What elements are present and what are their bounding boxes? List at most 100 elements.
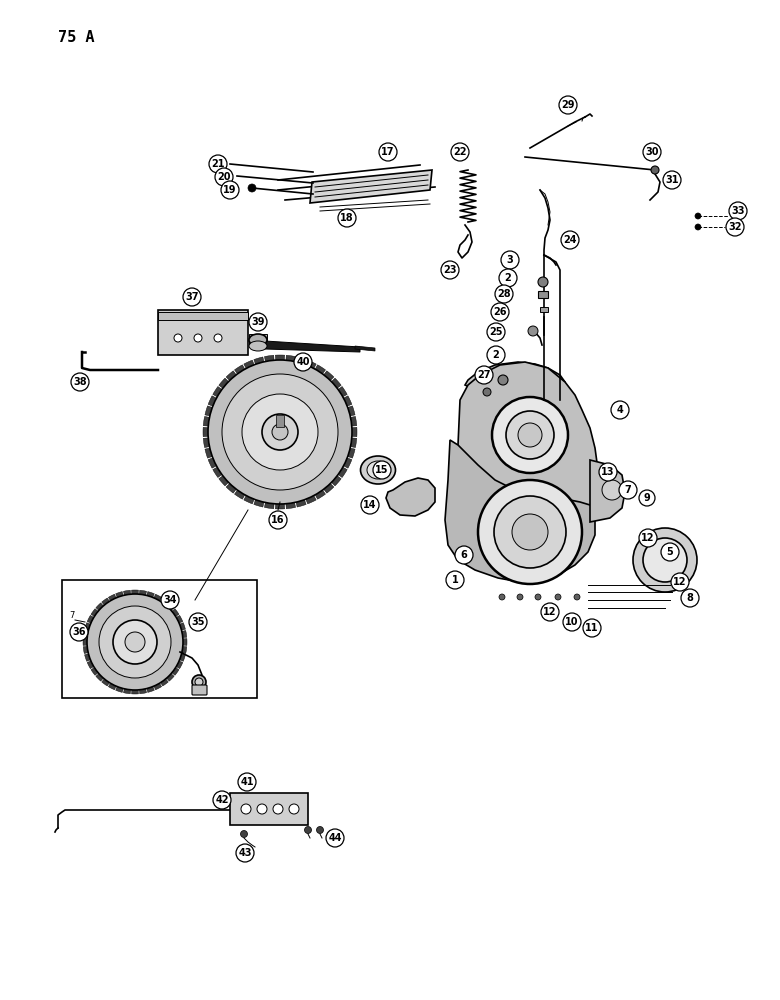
Circle shape	[125, 632, 145, 652]
Text: 43: 43	[238, 848, 252, 858]
Circle shape	[87, 594, 183, 690]
Circle shape	[241, 804, 251, 814]
Text: 34: 34	[163, 595, 177, 605]
Circle shape	[663, 171, 681, 189]
Circle shape	[240, 830, 247, 838]
Wedge shape	[135, 639, 187, 645]
Text: 39: 39	[251, 317, 264, 327]
Wedge shape	[87, 642, 135, 669]
Wedge shape	[135, 590, 147, 642]
Text: 36: 36	[73, 627, 86, 637]
Wedge shape	[135, 603, 174, 642]
Wedge shape	[96, 603, 135, 642]
Circle shape	[214, 334, 222, 342]
Wedge shape	[244, 360, 280, 432]
Circle shape	[726, 218, 744, 236]
Wedge shape	[213, 432, 280, 478]
Wedge shape	[280, 355, 296, 432]
Wedge shape	[132, 590, 138, 642]
Text: 19: 19	[223, 185, 237, 195]
Circle shape	[563, 613, 581, 631]
Wedge shape	[83, 639, 135, 645]
Wedge shape	[280, 432, 355, 458]
Polygon shape	[355, 346, 375, 351]
Circle shape	[174, 334, 182, 342]
Circle shape	[602, 480, 622, 500]
Circle shape	[499, 269, 517, 287]
Wedge shape	[135, 642, 161, 690]
Text: 15: 15	[375, 465, 388, 475]
Wedge shape	[264, 355, 280, 432]
Text: 12: 12	[641, 533, 654, 543]
Ellipse shape	[360, 456, 395, 484]
Circle shape	[492, 397, 568, 473]
Wedge shape	[101, 642, 135, 686]
Text: 28: 28	[497, 289, 511, 299]
Circle shape	[528, 326, 538, 336]
Circle shape	[695, 213, 701, 219]
Circle shape	[189, 613, 207, 631]
Wedge shape	[280, 357, 307, 432]
Text: 20: 20	[218, 172, 231, 182]
Circle shape	[478, 480, 582, 584]
Circle shape	[487, 346, 505, 364]
Circle shape	[535, 594, 541, 600]
Circle shape	[561, 231, 579, 249]
Circle shape	[70, 623, 88, 641]
Text: 7: 7	[69, 611, 75, 620]
Wedge shape	[280, 432, 352, 468]
Circle shape	[512, 514, 548, 550]
Circle shape	[441, 261, 459, 279]
Ellipse shape	[249, 334, 267, 346]
Text: 37: 37	[186, 292, 199, 302]
Circle shape	[208, 360, 352, 504]
Circle shape	[113, 620, 157, 664]
Wedge shape	[280, 432, 325, 499]
Wedge shape	[219, 432, 280, 486]
Circle shape	[304, 826, 311, 834]
Circle shape	[195, 678, 203, 686]
Circle shape	[213, 791, 231, 809]
Circle shape	[491, 303, 509, 321]
Circle shape	[643, 538, 687, 582]
Circle shape	[338, 209, 356, 227]
Circle shape	[574, 594, 580, 600]
Wedge shape	[123, 642, 135, 694]
Wedge shape	[208, 396, 280, 432]
Wedge shape	[91, 609, 135, 642]
Text: 14: 14	[363, 500, 377, 510]
Circle shape	[161, 591, 179, 609]
Wedge shape	[244, 432, 280, 504]
Wedge shape	[254, 432, 280, 507]
Text: 33: 33	[732, 206, 745, 216]
Text: 26: 26	[493, 307, 507, 317]
Wedge shape	[135, 642, 186, 654]
Wedge shape	[280, 427, 357, 437]
Text: 31: 31	[665, 175, 679, 185]
Wedge shape	[208, 432, 280, 468]
Text: 32: 32	[729, 222, 742, 232]
Wedge shape	[135, 594, 161, 642]
Circle shape	[361, 496, 379, 514]
Text: 38: 38	[73, 377, 87, 387]
Wedge shape	[280, 360, 316, 432]
Circle shape	[583, 619, 601, 637]
Text: 30: 30	[645, 147, 659, 157]
Wedge shape	[204, 416, 280, 432]
Polygon shape	[265, 341, 360, 352]
Text: 6: 6	[461, 550, 467, 560]
Circle shape	[221, 181, 239, 199]
Wedge shape	[219, 378, 280, 432]
Circle shape	[209, 155, 227, 173]
Text: 40: 40	[296, 357, 310, 367]
Text: 2: 2	[505, 273, 512, 283]
Circle shape	[262, 414, 298, 450]
Wedge shape	[83, 630, 135, 642]
Circle shape	[498, 375, 508, 385]
Wedge shape	[108, 594, 135, 642]
Wedge shape	[84, 642, 135, 661]
Text: 1: 1	[452, 575, 459, 585]
Polygon shape	[158, 310, 248, 355]
Wedge shape	[115, 592, 135, 642]
Ellipse shape	[242, 394, 318, 470]
